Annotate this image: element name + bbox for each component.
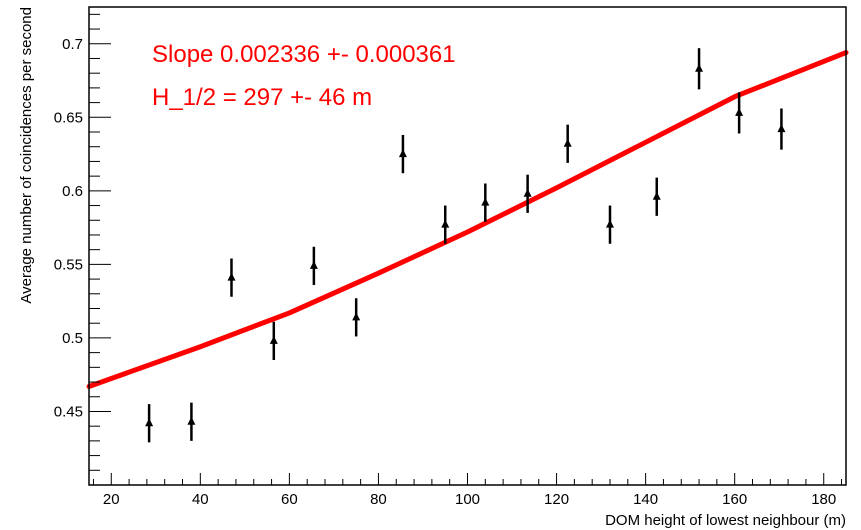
x-tick-label: 20 — [103, 491, 120, 508]
axes-layer: 20 40 60 80 100 120 140 160 180 0.45 0.5 0.55 0.6 0.6… — [54, 13, 843, 508]
x-tick-label: 100 — [455, 491, 480, 508]
point-marker — [481, 197, 490, 206]
data-point — [352, 298, 361, 337]
y-tick-label: 0.65 — [54, 109, 83, 126]
x-tick-label: 60 — [281, 491, 298, 508]
point-marker — [652, 191, 661, 200]
data-point — [523, 174, 532, 213]
point-marker — [269, 335, 278, 344]
data-point — [735, 92, 744, 134]
point-marker — [777, 124, 786, 133]
y-tick-label: 0.6 — [62, 183, 83, 200]
x-tick-label: 160 — [722, 491, 747, 508]
data-point — [605, 205, 614, 244]
data-point — [652, 177, 661, 216]
x-tick-label: 180 — [811, 491, 836, 508]
point-marker — [563, 138, 572, 147]
x-tick-label: 40 — [192, 491, 209, 508]
y-tick-label: 0.7 — [62, 36, 83, 53]
point-marker — [523, 188, 532, 197]
point-marker — [695, 63, 704, 72]
point-marker — [441, 219, 450, 228]
x-tick-label: 120 — [544, 491, 569, 508]
data-point — [441, 205, 450, 244]
x-tick-label: 80 — [370, 491, 387, 508]
data-point — [563, 124, 572, 163]
points-layer — [145, 48, 786, 443]
data-point — [269, 321, 278, 360]
x-tick-label: 140 — [633, 491, 658, 508]
y-tick-label: 0.5 — [62, 330, 83, 347]
y-axis-title: Average number of coincidences per secon… — [18, 7, 35, 304]
point-marker — [309, 260, 318, 269]
point-marker — [605, 219, 614, 228]
data-point — [309, 246, 318, 285]
x-axis-title: DOM height of lowest neighbour (m) — [605, 512, 846, 529]
y-tick-label: 0.55 — [54, 256, 83, 273]
fit-layer — [86, 50, 849, 389]
point-marker — [227, 272, 236, 281]
data-point — [398, 134, 407, 174]
slope-annotation: Slope 0.002336 +- 0.000361 — [152, 41, 456, 68]
data-point — [695, 48, 704, 90]
half-height-annotation: H_1/2 = 297 +- 46 m — [152, 84, 372, 111]
point-marker — [398, 149, 407, 158]
point-marker — [145, 418, 154, 427]
y-tick-label: 0.45 — [54, 403, 83, 420]
data-point — [145, 404, 154, 443]
data-point — [777, 108, 786, 150]
point-marker — [187, 416, 196, 425]
data-point — [227, 258, 236, 297]
point-marker — [735, 107, 744, 116]
fit-curve — [86, 50, 849, 389]
point-marker — [352, 312, 361, 321]
data-point — [187, 402, 196, 441]
data-point — [481, 183, 490, 222]
